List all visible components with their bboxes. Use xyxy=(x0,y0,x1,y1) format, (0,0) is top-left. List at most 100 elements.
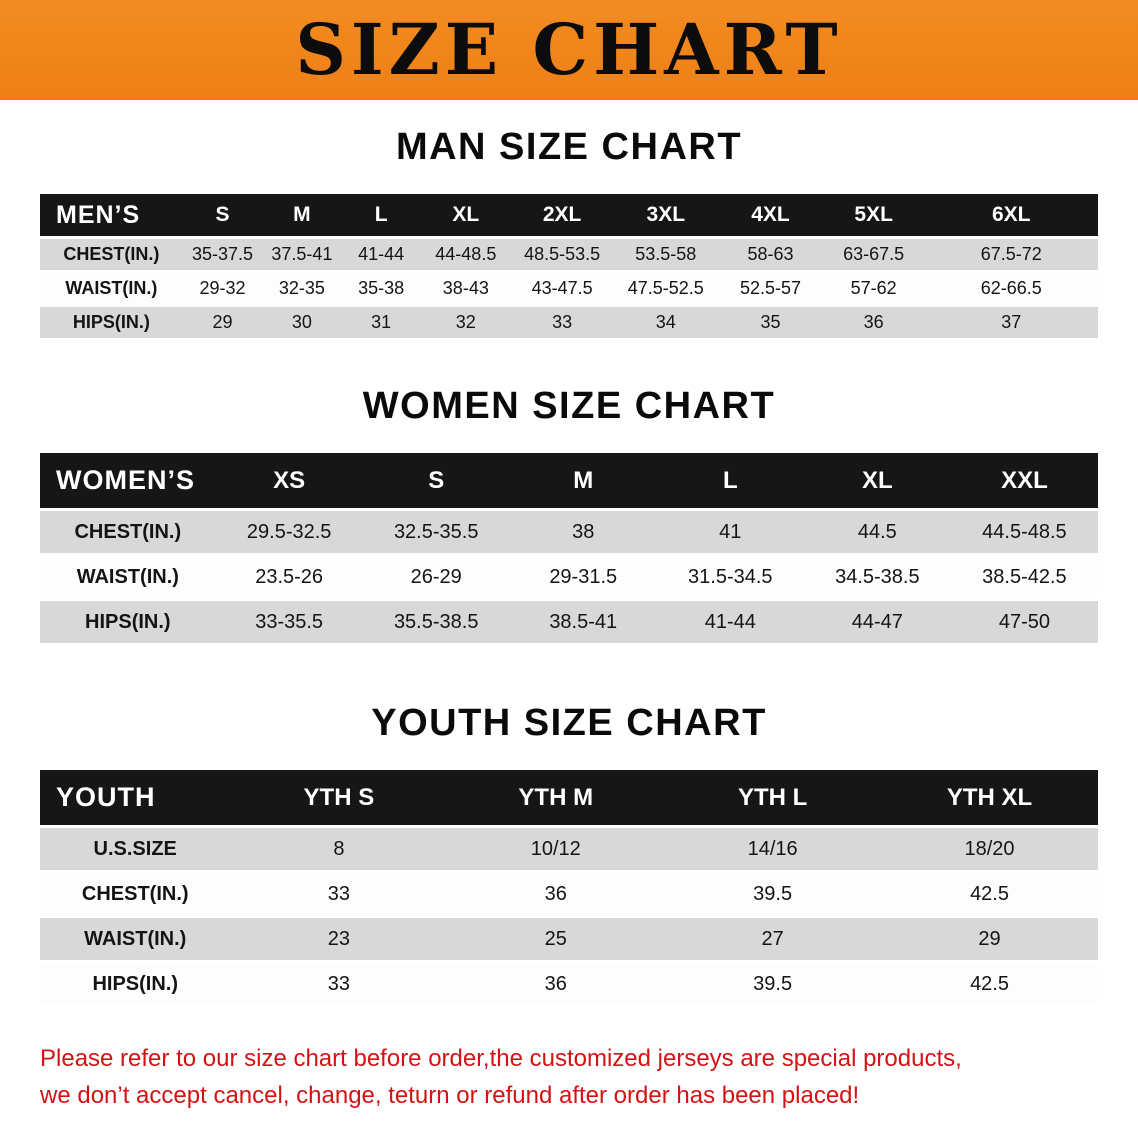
size-value-cell: 44-48.5 xyxy=(420,239,511,270)
size-value-cell: 33 xyxy=(230,963,448,1005)
table-row: CHEST(IN.) 35-37.5 37.5-41 41-44 44-48.5 48.5… xyxy=(40,239,1098,270)
size-value-cell: 31.5-34.5 xyxy=(656,556,804,598)
size-column-header: YTH M xyxy=(447,770,665,825)
women-table-body: CHEST(IN.) 29.5-32.5 32.5-35.5 38 41 44.5 44.5… xyxy=(40,511,1098,643)
size-value-cell: 29.5-32.5 xyxy=(215,511,363,553)
size-value-cell: 32.5-35.5 xyxy=(362,511,510,553)
size-value-cell: 44-47 xyxy=(803,601,951,643)
women-corner-label: WOMEN’S xyxy=(40,453,216,508)
size-value-cell: 44.5-48.5 xyxy=(950,511,1098,553)
size-value-cell: 41-44 xyxy=(341,239,421,270)
men-header-row: MEN’S S M L XL 2XL 3XL 4XL 5XL 6XL xyxy=(40,194,1098,236)
size-value-cell: 38-43 xyxy=(420,273,511,304)
row-label: CHEST(IN.) xyxy=(40,873,231,915)
size-value-cell: 47.5-52.5 xyxy=(613,273,719,304)
size-value-cell: 36 xyxy=(822,307,925,338)
row-label: CHEST(IN.) xyxy=(40,511,216,553)
men-corner-label: MEN’S xyxy=(40,194,183,236)
table-row: CHEST(IN.) 33 36 39.5 42.5 xyxy=(40,873,1098,915)
table-row: WAIST(IN.) 29-32 32-35 35-38 38-43 43-47.5 47.… xyxy=(40,273,1098,304)
size-value-cell: 14/16 xyxy=(664,828,882,870)
disclaimer: Please refer to our size chart before or… xyxy=(40,1040,1098,1114)
men-table-body: CHEST(IN.) 35-37.5 37.5-41 41-44 44-48.5 48.5… xyxy=(40,239,1098,338)
size-value-cell: 30 xyxy=(262,307,342,338)
size-value-cell: 44.5 xyxy=(803,511,951,553)
size-column-header: 5XL xyxy=(822,194,925,236)
table-row: HIPS(IN.) 29 30 31 32 33 34 35 36 37 xyxy=(40,307,1098,338)
size-column-header: M xyxy=(509,453,657,508)
banner: SIZE CHART xyxy=(0,0,1138,100)
size-value-cell: 67.5-72 xyxy=(924,239,1098,270)
women-size-table: WOMEN’S XS S M L XL XXL CHEST(IN.) 29.5-32.5 32… xyxy=(40,450,1098,646)
size-value-cell: 33-35.5 xyxy=(215,601,363,643)
size-value-cell: 29 xyxy=(881,918,1098,960)
table-row: CHEST(IN.) 29.5-32.5 32.5-35.5 38 41 44.5 44.5… xyxy=(40,511,1098,553)
size-column-header: L xyxy=(656,453,804,508)
size-value-cell: 48.5-53.5 xyxy=(510,239,614,270)
size-value-cell: 29-31.5 xyxy=(509,556,657,598)
table-row: U.S.SIZE 8 10/12 14/16 18/20 xyxy=(40,828,1098,870)
table-row: HIPS(IN.) 33 36 39.5 42.5 xyxy=(40,963,1098,1005)
size-column-header: XL xyxy=(803,453,951,508)
size-value-cell: 42.5 xyxy=(881,963,1098,1005)
women-table-wrap: WOMEN’S XS S M L XL XXL CHEST(IN.) 29.5-32.5 32… xyxy=(40,450,1098,646)
size-value-cell: 23.5-26 xyxy=(215,556,363,598)
size-value-cell: 37 xyxy=(924,307,1098,338)
size-value-cell: 53.5-58 xyxy=(613,239,719,270)
youth-size-table: YOUTH YTH S YTH M YTH L YTH XL U.S.SIZE 8 10/… xyxy=(40,767,1098,1008)
size-column-header: 4XL xyxy=(718,194,823,236)
row-label: HIPS(IN.) xyxy=(40,601,216,643)
size-column-header: YTH XL xyxy=(881,770,1098,825)
size-value-cell: 31 xyxy=(341,307,421,338)
size-value-cell: 42.5 xyxy=(881,873,1098,915)
size-value-cell: 58-63 xyxy=(718,239,823,270)
size-column-header: 2XL xyxy=(510,194,614,236)
size-value-cell: 18/20 xyxy=(881,828,1098,870)
women-header-row: WOMEN’S XS S M L XL XXL xyxy=(40,453,1098,508)
size-value-cell: 37.5-41 xyxy=(262,239,342,270)
row-label: WAIST(IN.) xyxy=(40,556,216,598)
size-value-cell: 35-38 xyxy=(341,273,421,304)
size-value-cell: 39.5 xyxy=(664,963,882,1005)
size-column-header: XXL xyxy=(950,453,1098,508)
size-value-cell: 63-67.5 xyxy=(822,239,925,270)
size-value-cell: 32-35 xyxy=(262,273,342,304)
size-value-cell: 38.5-42.5 xyxy=(950,556,1098,598)
women-section-heading: WOMEN SIZE CHART xyxy=(362,385,776,427)
size-value-cell: 35-37.5 xyxy=(182,239,263,270)
size-value-cell: 29 xyxy=(182,307,263,338)
table-row: HIPS(IN.) 33-35.5 35.5-38.5 38.5-41 41-44 44-… xyxy=(40,601,1098,643)
row-label: WAIST(IN.) xyxy=(40,918,231,960)
size-value-cell: 8 xyxy=(230,828,448,870)
size-value-cell: 26-29 xyxy=(362,556,510,598)
banner-title: SIZE CHART xyxy=(295,8,843,91)
youth-table-body: U.S.SIZE 8 10/12 14/16 18/20 CHEST(IN.) 33 36 39… xyxy=(40,828,1098,1005)
table-row: WAIST(IN.) 23.5-26 26-29 29-31.5 31.5-34.5 34… xyxy=(40,556,1098,598)
row-label: HIPS(IN.) xyxy=(40,963,231,1005)
size-column-header: YTH S xyxy=(230,770,448,825)
size-value-cell: 43-47.5 xyxy=(510,273,614,304)
size-column-header: XL xyxy=(420,194,511,236)
size-value-cell: 33 xyxy=(230,873,448,915)
table-row: WAIST(IN.) 23 25 27 29 xyxy=(40,918,1098,960)
youth-section-heading: YOUTH SIZE CHART xyxy=(371,702,767,744)
size-value-cell: 52.5-57 xyxy=(718,273,823,304)
size-value-cell: 35.5-38.5 xyxy=(362,601,510,643)
size-value-cell: 39.5 xyxy=(664,873,882,915)
youth-corner-label: YOUTH xyxy=(40,770,231,825)
row-label: WAIST(IN.) xyxy=(40,273,183,304)
size-column-header: 6XL xyxy=(924,194,1098,236)
men-table-wrap: MEN’S S M L XL 2XL 3XL 4XL 5XL 6XL CHEST(IN.) 35-… xyxy=(40,191,1098,341)
size-column-header: XS xyxy=(215,453,363,508)
size-value-cell: 57-62 xyxy=(822,273,925,304)
size-value-cell: 36 xyxy=(447,873,665,915)
size-value-cell: 41 xyxy=(656,511,804,553)
size-value-cell: 29-32 xyxy=(182,273,263,304)
size-value-cell: 38.5-41 xyxy=(509,601,657,643)
size-column-header: M xyxy=(262,194,342,236)
size-column-header: L xyxy=(341,194,421,236)
size-column-header: YTH L xyxy=(664,770,882,825)
size-value-cell: 23 xyxy=(230,918,448,960)
size-column-header: S xyxy=(362,453,510,508)
